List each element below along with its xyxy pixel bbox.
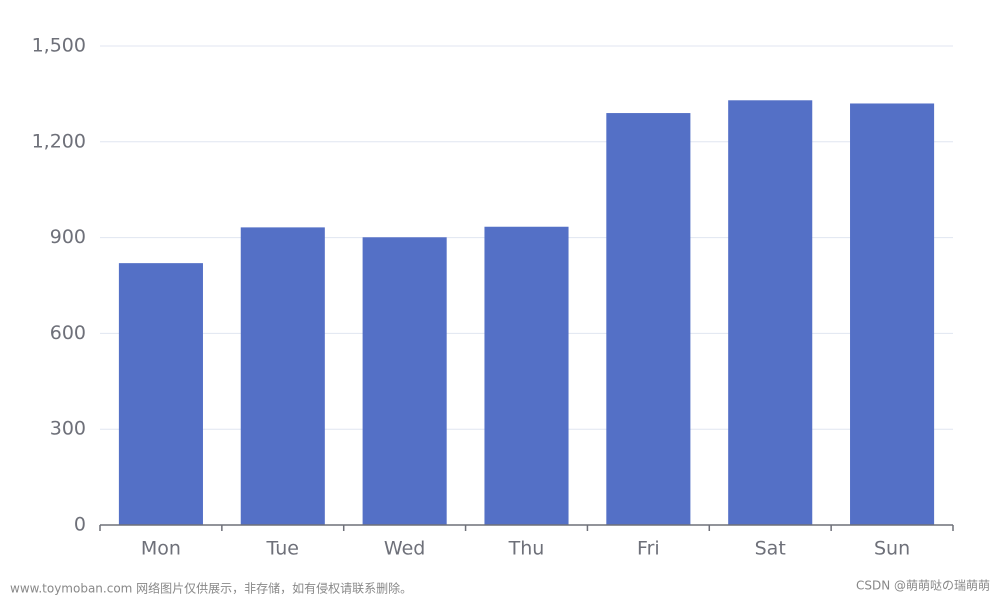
x-tick-label: Sun: [874, 538, 910, 560]
bar: [118, 263, 203, 525]
x-tick-label: Thu: [508, 538, 545, 560]
bar: [240, 227, 325, 525]
watermark: www.toymoban.com 网络图片仅供展示，非存储，如有侵权请联系删除。: [10, 581, 412, 596]
x-tick-label: Wed: [384, 538, 425, 560]
bar: [606, 113, 691, 525]
watermark: CSDN @萌萌哒の瑞萌萌: [856, 579, 990, 593]
y-tick-label: 300: [50, 418, 86, 440]
x-tick-label: Tue: [266, 538, 299, 560]
bar: [850, 103, 935, 525]
bar: [484, 226, 569, 525]
x-tick-label: Sat: [755, 538, 786, 560]
x-tick-label: Mon: [141, 538, 181, 560]
bar: [362, 237, 447, 525]
x-tick-label: Fri: [637, 538, 660, 560]
y-tick-label: 0: [74, 514, 86, 536]
y-tick-label: 900: [50, 226, 86, 248]
y-tick-label: 1,500: [32, 35, 86, 57]
y-tick-label: 1,200: [32, 130, 86, 152]
y-tick-label: 600: [50, 322, 86, 344]
bar: [728, 100, 813, 525]
